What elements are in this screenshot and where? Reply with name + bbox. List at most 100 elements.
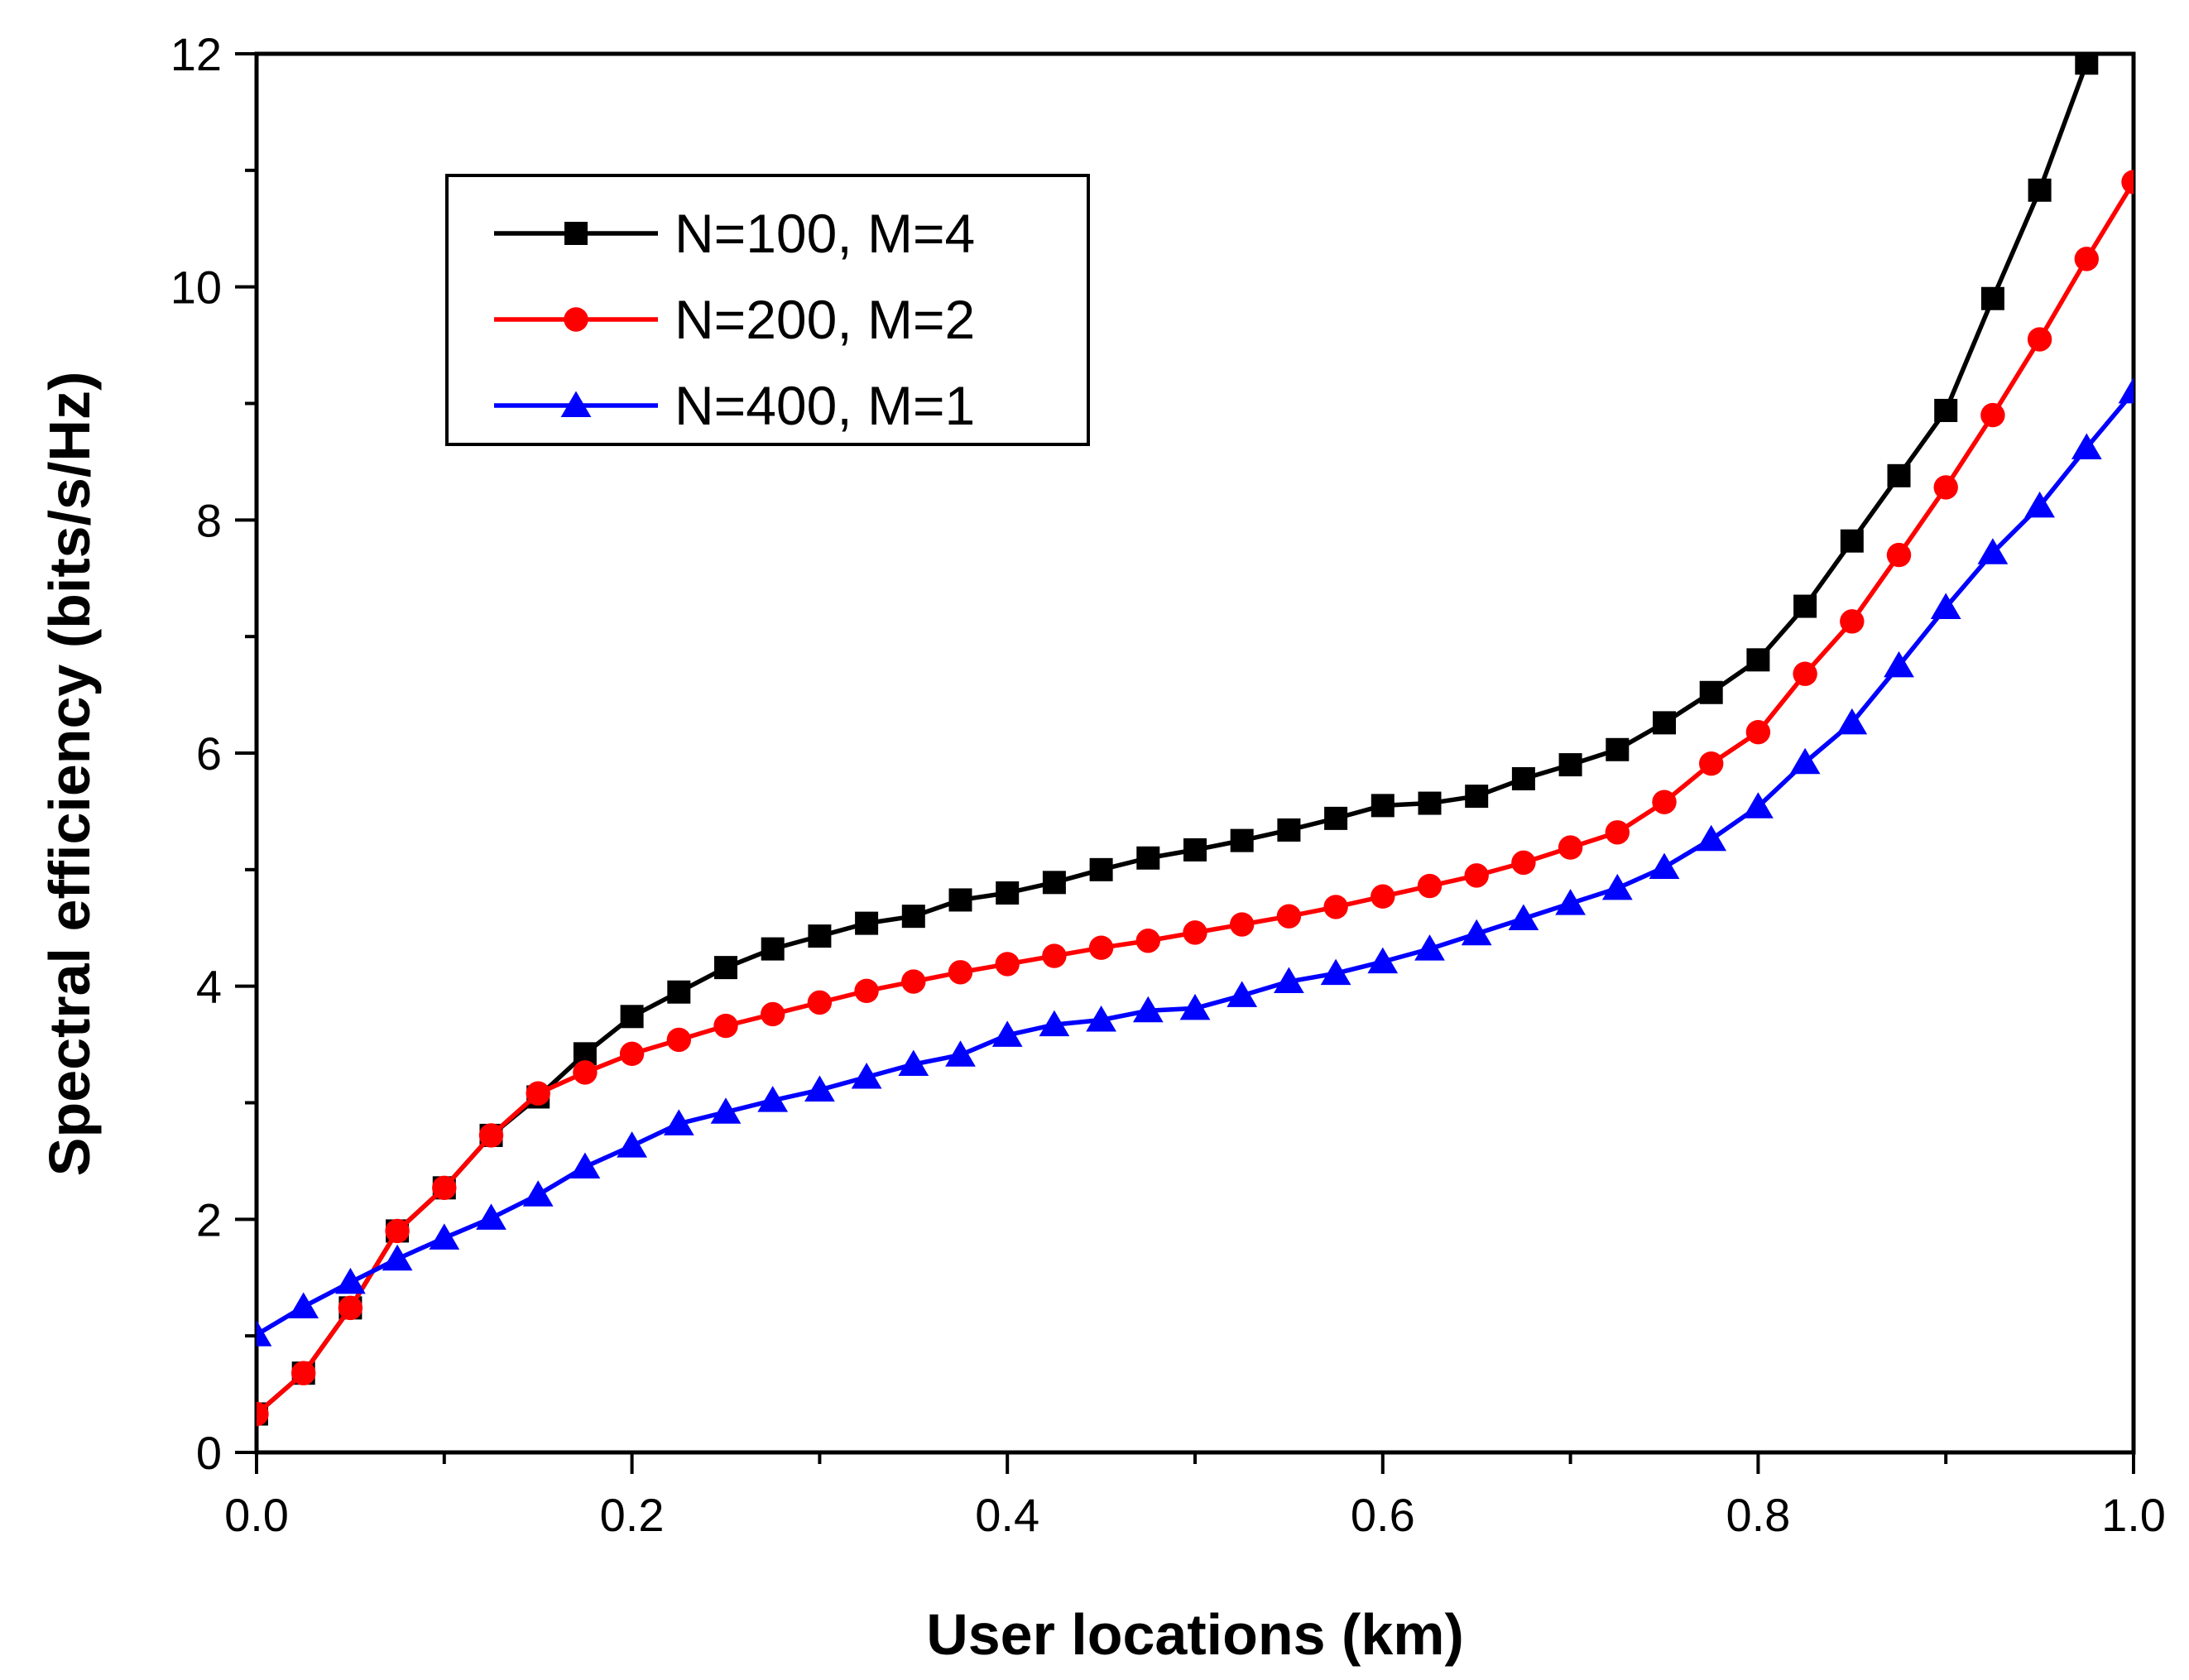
data-point — [1323, 895, 1348, 919]
legend-item: N=100, M=4 — [494, 203, 975, 264]
legend-marker — [564, 307, 588, 332]
data-point — [1934, 398, 1958, 422]
data-point — [288, 1292, 319, 1318]
data-point — [1227, 981, 1258, 1007]
data-point — [1886, 542, 1912, 568]
x-tick-label: 0.8 — [1726, 1489, 1790, 1541]
data-point — [995, 952, 1020, 977]
data-point — [1324, 806, 1348, 830]
data-point — [429, 1223, 460, 1250]
data-point — [2028, 178, 2052, 202]
data-point — [1086, 1006, 1116, 1032]
data-point — [1414, 934, 1445, 961]
data-point — [1699, 751, 1724, 776]
data-point — [1789, 747, 1821, 775]
data-point — [1179, 993, 1211, 1020]
legend-marker — [560, 391, 592, 417]
data-point — [1135, 929, 1161, 953]
data-point — [526, 1081, 550, 1106]
data-point — [1933, 475, 1958, 500]
y-tick-label: 0 — [196, 1427, 222, 1479]
data-point — [2118, 377, 2134, 404]
data-point — [1465, 785, 1489, 809]
data-point — [898, 1049, 929, 1077]
data-point — [667, 980, 691, 1004]
data-point — [1887, 463, 1911, 487]
data-point — [1464, 863, 1489, 888]
data-point — [1320, 958, 1351, 986]
data-point — [1601, 873, 1633, 900]
data-point — [1371, 884, 1395, 909]
data-point — [948, 888, 972, 912]
data-point — [1136, 846, 1160, 870]
data-point — [1371, 794, 1395, 818]
data-point — [2024, 491, 2055, 518]
data-point — [991, 1020, 1023, 1047]
data-point — [1930, 593, 1961, 619]
data-point — [1836, 708, 1868, 735]
data-point — [385, 1218, 410, 1244]
data-point — [2071, 433, 2102, 460]
data-point — [1745, 719, 1771, 745]
x-tick-label: 0.2 — [600, 1489, 665, 1541]
data-point — [620, 1005, 644, 1029]
data-point — [573, 1060, 598, 1085]
data-point — [851, 1063, 882, 1089]
data-point — [2121, 170, 2134, 194]
data-point — [338, 1295, 363, 1321]
legend-label: N=400, M=1 — [674, 375, 975, 436]
legend-marker — [564, 222, 588, 245]
data-point — [1508, 904, 1539, 930]
legend-item: N=400, M=1 — [494, 375, 975, 436]
data-point — [855, 911, 879, 935]
data-point — [2074, 247, 2099, 271]
data-point — [1558, 753, 1582, 777]
data-point — [1793, 661, 1817, 686]
data-point — [945, 1040, 976, 1067]
data-point — [1980, 286, 2004, 310]
data-point — [1696, 824, 1727, 852]
data-point — [1230, 828, 1254, 852]
x-axis-title: User locations (km) — [926, 1602, 1464, 1667]
data-point — [1558, 835, 1583, 860]
data-point — [1039, 1010, 1070, 1037]
data-point — [1183, 920, 1207, 945]
y-tick-label: 6 — [196, 727, 222, 780]
x-tick-label: 1.0 — [2101, 1489, 2166, 1541]
data-point — [569, 1152, 601, 1178]
x-tick-label: 0.6 — [1351, 1489, 1415, 1541]
data-point — [1417, 873, 1443, 899]
data-point — [713, 1013, 738, 1039]
legend-item: N=200, M=2 — [494, 289, 975, 350]
legend-label: N=100, M=4 — [674, 203, 975, 264]
series-2 — [257, 170, 2134, 1427]
data-point — [1042, 943, 1067, 968]
data-point — [1089, 857, 1113, 881]
data-point — [1183, 838, 1207, 862]
data-point — [761, 937, 785, 961]
data-point — [1042, 871, 1066, 895]
data-point — [804, 1075, 835, 1102]
data-point — [1977, 538, 2009, 564]
data-point — [291, 1361, 316, 1385]
data-point — [1277, 818, 1301, 842]
data-point — [996, 881, 1020, 905]
data-point — [1088, 935, 1114, 960]
data-point — [757, 1086, 789, 1112]
data-point — [257, 1320, 272, 1346]
data-point — [257, 1401, 269, 1427]
data-point — [1605, 820, 1630, 845]
data-point — [1884, 650, 1914, 678]
data-point — [807, 990, 833, 1015]
data-point — [522, 1180, 554, 1207]
x-tick-label: 0.0 — [224, 1489, 289, 1541]
data-point — [901, 969, 926, 994]
data-point — [619, 1041, 645, 1067]
data-point — [808, 924, 832, 948]
data-point — [761, 1001, 785, 1027]
y-tick-label: 12 — [170, 28, 222, 80]
y-tick-label: 8 — [196, 494, 222, 546]
data-point — [2027, 327, 2052, 352]
data-point — [854, 978, 879, 1004]
